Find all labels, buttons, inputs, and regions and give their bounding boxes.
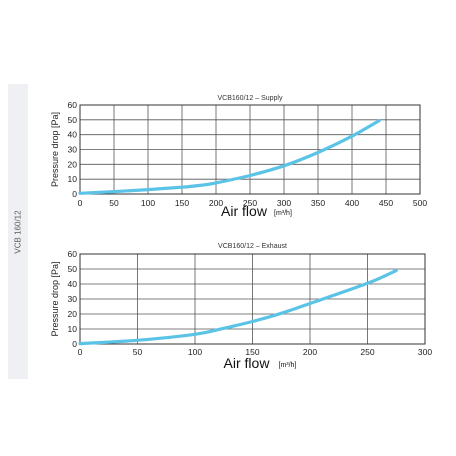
plot-frame [79, 104, 421, 195]
chart-2: VCB160/12 – Exhaust 0 10 20 30 40 50 60 0 50 100 15… [50, 243, 432, 371]
x-axis-unit: [m³/h] [274, 210, 292, 217]
y-tick-label: 20 [68, 159, 78, 169]
x-tick-label: 200 [303, 347, 317, 357]
x-tick-label: 400 [345, 198, 359, 208]
x-tick-label: 50 [133, 347, 143, 357]
x-tick-label: 0 [78, 198, 83, 208]
series-line [78, 268, 398, 346]
chart-title: VCB160/12 – Exhaust [218, 243, 287, 250]
x-tick-label: 150 [175, 198, 189, 208]
y-tick-label: 30 [68, 294, 78, 304]
y-tick-label: 60 [68, 100, 78, 110]
x-tick-label: 300 [418, 347, 432, 357]
x-axis-label: Air flow [224, 355, 271, 371]
series-line [78, 119, 381, 195]
y-axis-label: Pressure drop [Pa] [50, 112, 60, 187]
x-tick-label: 0 [78, 347, 83, 357]
x-tick-label: 300 [277, 198, 291, 208]
x-axis-label: Air flow [221, 203, 268, 219]
y-tick-label: 0 [72, 189, 77, 199]
y-tick-label: 50 [68, 264, 78, 274]
x-tick-label: 250 [243, 198, 257, 208]
x-tick-label: 100 [188, 347, 202, 357]
chart-title: VCB160/12 – Supply [218, 95, 283, 102]
y-tick-label: 10 [68, 324, 78, 334]
x-tick-label: 350 [311, 198, 325, 208]
x-tick-label: 500 [413, 198, 427, 208]
y-tick-label: 60 [68, 249, 78, 259]
x-tick-label: 200 [209, 198, 223, 208]
y-tick-label: 40 [68, 130, 78, 140]
y-tick-label: 0 [72, 339, 77, 349]
y-tick-label: 20 [68, 309, 78, 319]
y-tick-label: 30 [68, 145, 78, 155]
side-band [8, 84, 28, 379]
x-tick-label: 450 [379, 198, 393, 208]
x-tick-label: 50 [109, 198, 119, 208]
plot-frame [79, 253, 426, 345]
x-tick-label: 150 [245, 347, 259, 357]
chart-1: VCB160/12 – Supply 0 10 20 30 40 50 60 0 50 100 150… [50, 95, 427, 219]
x-axis-unit: [m³/h] [279, 362, 297, 369]
y-tick-label: 10 [68, 174, 78, 184]
y-tick-label: 50 [68, 115, 78, 125]
x-tick-label: 100 [141, 198, 155, 208]
y-tick-label: 40 [68, 279, 78, 289]
x-tick-label: 250 [360, 347, 374, 357]
y-axis-label: Pressure drop [Pa] [50, 261, 60, 336]
